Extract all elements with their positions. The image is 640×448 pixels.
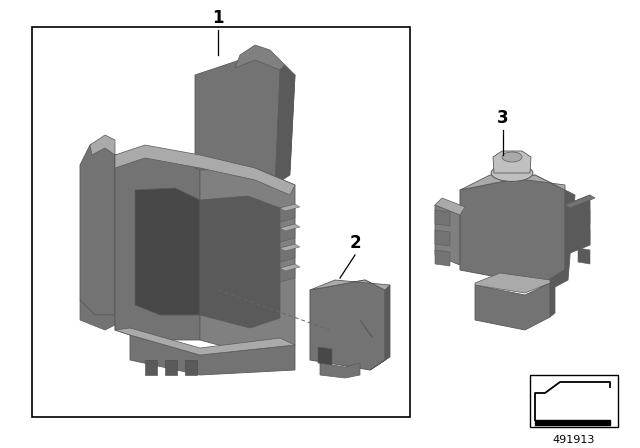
Polygon shape	[280, 244, 300, 251]
Polygon shape	[435, 210, 450, 226]
Polygon shape	[540, 190, 575, 295]
Polygon shape	[280, 204, 300, 211]
Polygon shape	[115, 328, 295, 355]
Polygon shape	[185, 360, 197, 375]
Polygon shape	[130, 335, 295, 375]
Polygon shape	[80, 140, 115, 315]
Text: 1: 1	[212, 9, 224, 27]
Polygon shape	[565, 195, 595, 208]
Polygon shape	[280, 264, 300, 271]
Polygon shape	[275, 65, 295, 185]
Polygon shape	[320, 363, 360, 378]
Polygon shape	[280, 224, 295, 242]
Bar	[32, 27, 410, 417]
Polygon shape	[435, 205, 460, 265]
Ellipse shape	[502, 152, 522, 162]
Polygon shape	[475, 283, 550, 330]
Polygon shape	[200, 168, 295, 355]
Polygon shape	[280, 224, 300, 231]
Ellipse shape	[491, 164, 533, 181]
Text: 3: 3	[497, 109, 509, 127]
Polygon shape	[435, 230, 450, 246]
Polygon shape	[90, 135, 115, 155]
Polygon shape	[550, 280, 555, 317]
Polygon shape	[310, 280, 390, 290]
Polygon shape	[115, 315, 145, 335]
Polygon shape	[200, 196, 280, 328]
Polygon shape	[370, 285, 390, 370]
Polygon shape	[80, 300, 115, 330]
Text: 2: 2	[349, 234, 361, 252]
Polygon shape	[165, 360, 177, 375]
Polygon shape	[435, 250, 450, 266]
Polygon shape	[565, 195, 590, 255]
Polygon shape	[115, 145, 295, 195]
Polygon shape	[460, 175, 565, 285]
Text: 491913: 491913	[553, 435, 595, 445]
Polygon shape	[578, 228, 590, 244]
Polygon shape	[318, 347, 332, 365]
Polygon shape	[280, 204, 295, 222]
Polygon shape	[195, 55, 295, 200]
Polygon shape	[493, 151, 531, 173]
Bar	[530, 375, 618, 427]
Polygon shape	[280, 264, 295, 282]
Polygon shape	[578, 208, 590, 224]
Polygon shape	[115, 155, 200, 340]
Polygon shape	[460, 175, 565, 190]
Polygon shape	[145, 360, 157, 375]
Polygon shape	[475, 273, 550, 293]
Polygon shape	[435, 198, 465, 215]
Polygon shape	[310, 280, 385, 370]
Polygon shape	[235, 45, 285, 70]
Polygon shape	[280, 244, 295, 262]
Polygon shape	[135, 188, 200, 315]
Polygon shape	[115, 152, 145, 320]
Polygon shape	[578, 248, 590, 264]
